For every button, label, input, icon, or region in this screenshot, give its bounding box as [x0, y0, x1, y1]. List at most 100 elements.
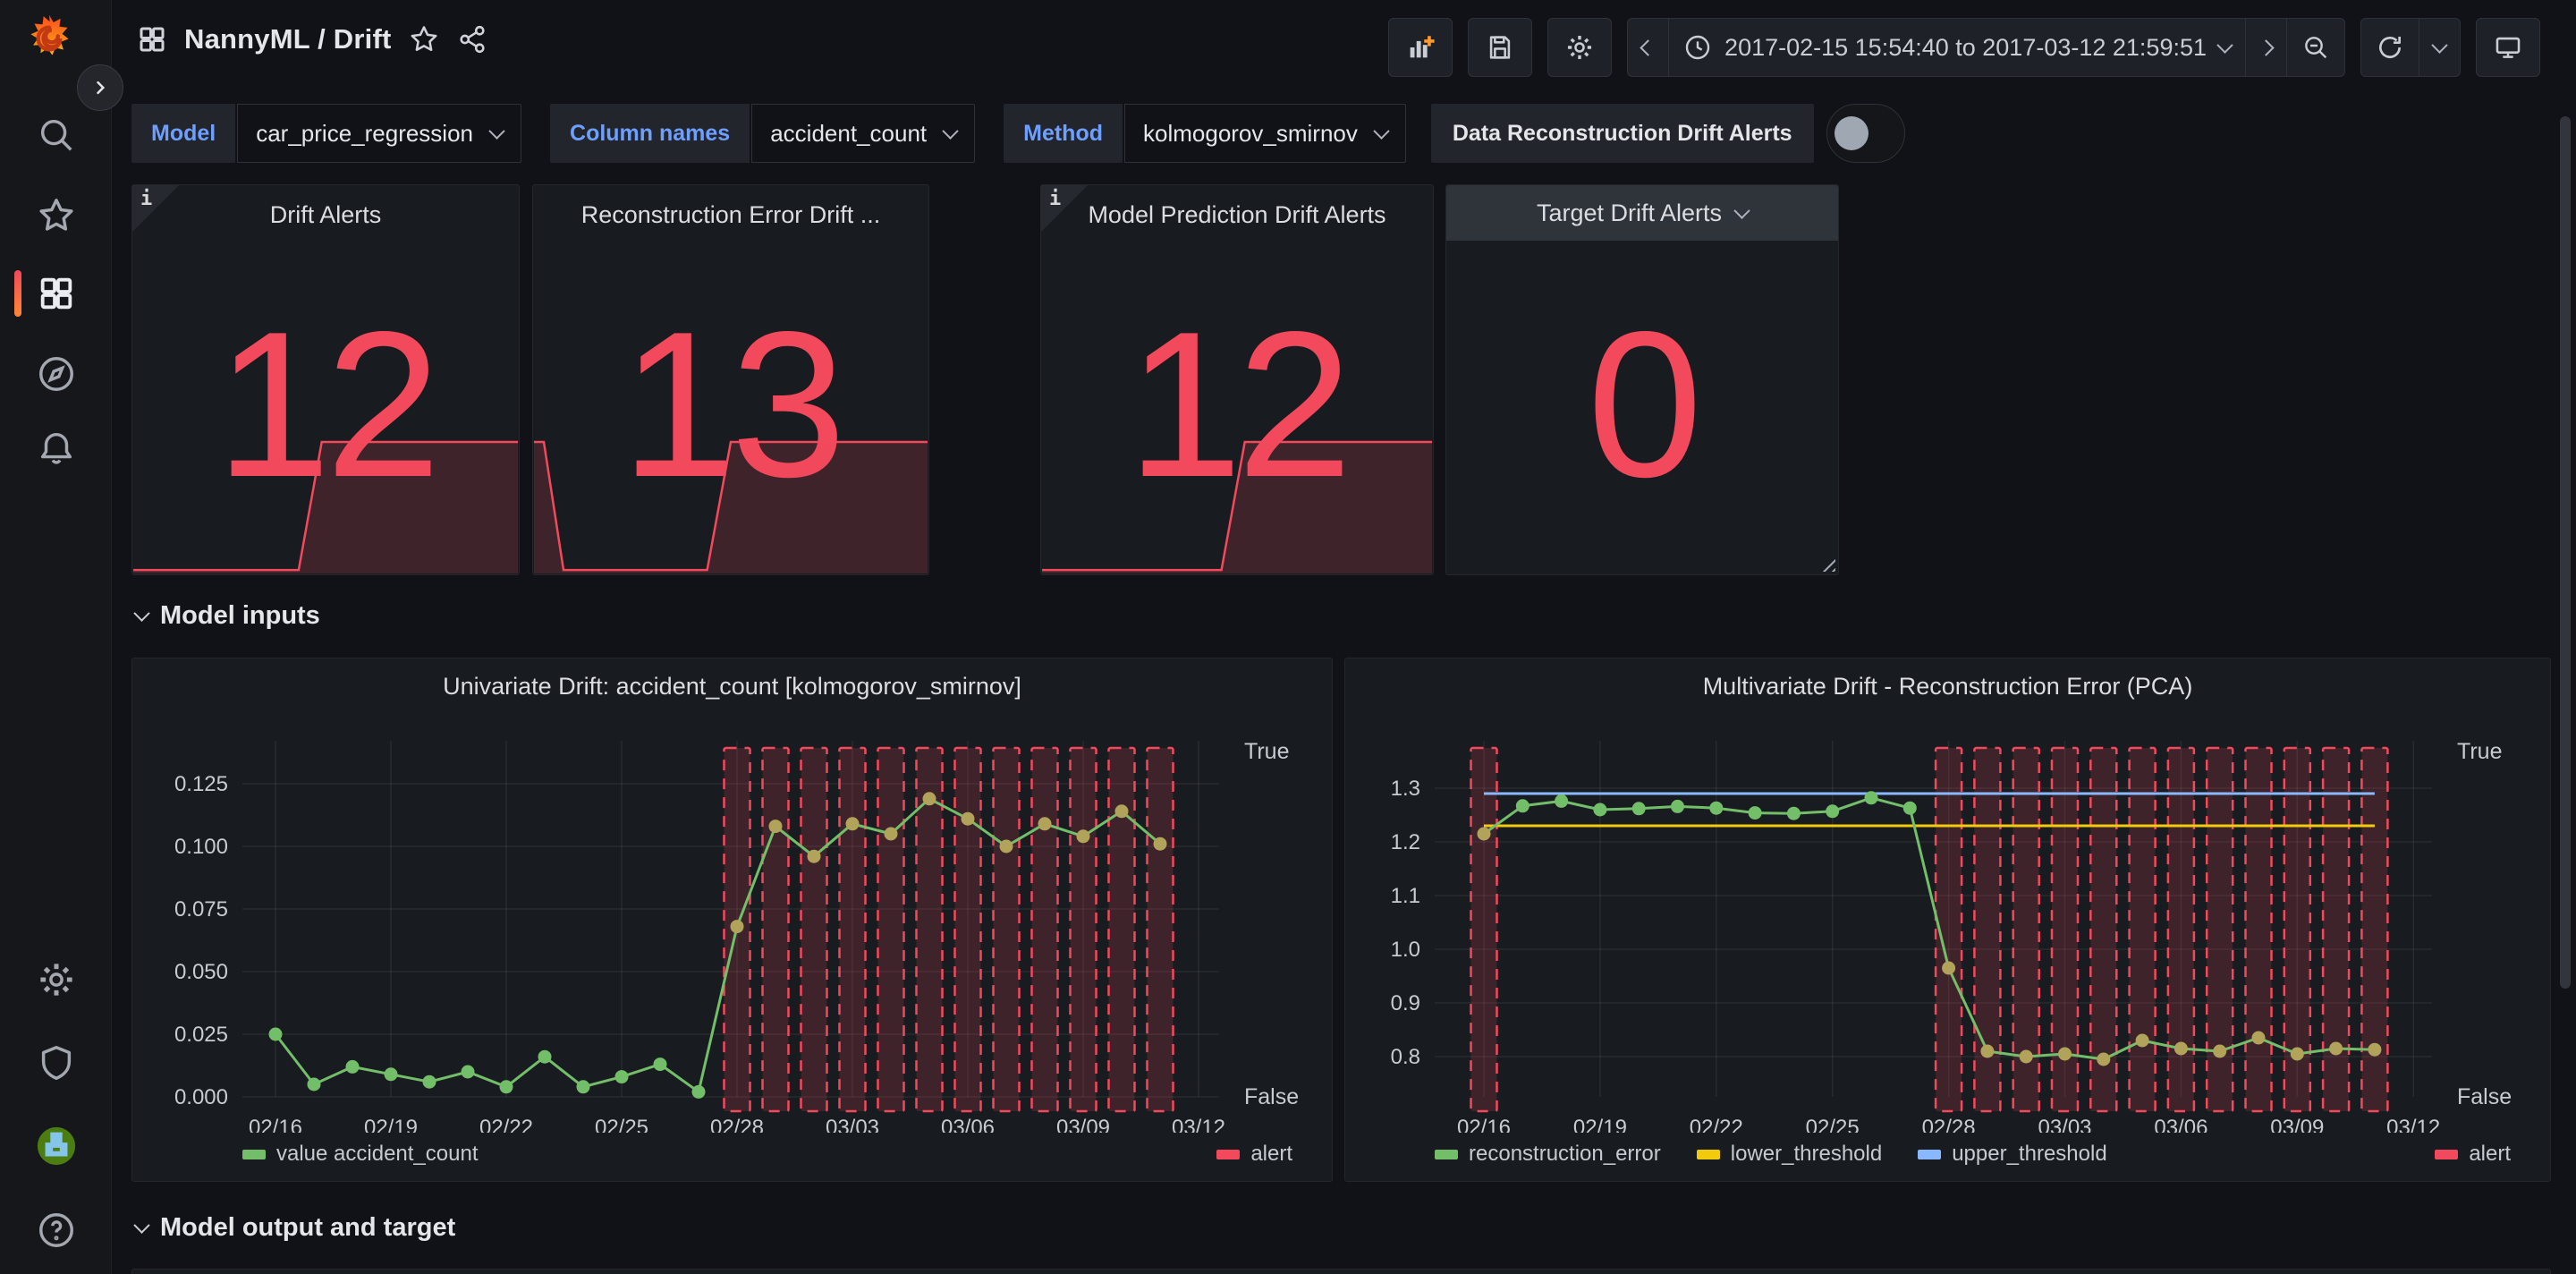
column-variable-value: accident_count — [770, 119, 928, 147]
svg-text:False: False — [2457, 1084, 2512, 1109]
time-shift-back-button[interactable] — [1628, 19, 1670, 76]
refresh-group — [2360, 18, 2461, 77]
legend-item[interactable]: reconstruction_error — [1435, 1142, 1661, 1167]
svg-text:0.100: 0.100 — [174, 835, 228, 859]
stat-panel-model-prediction-drift-alerts: i Model Prediction Drift Alerts 12 — [1040, 184, 1434, 575]
svg-text:02/16: 02/16 — [249, 1116, 302, 1133]
page-title[interactable]: NannyML / Drift — [184, 23, 392, 55]
chevron-down-icon — [942, 122, 959, 140]
chevron-down-icon — [1373, 122, 1390, 140]
panel-title[interactable]: Model Prediction Drift Alerts — [1088, 201, 1386, 228]
toolbar: 2017-02-15 15:54:40 to 2017-03-12 21:59:… — [1388, 18, 2540, 77]
svg-text:03/12: 03/12 — [2386, 1116, 2440, 1133]
chevron-down-icon — [1733, 201, 1750, 219]
dashboard-variables: Model car_price_regression Column names … — [131, 104, 1905, 163]
alerting-bell-icon[interactable] — [0, 428, 112, 469]
help-icon[interactable] — [0, 1210, 112, 1251]
model-variable-dropdown[interactable]: car_price_regression — [237, 104, 522, 163]
svg-text:False: False — [1244, 1084, 1299, 1109]
legend-item-alert[interactable]: alert — [1216, 1142, 1292, 1167]
dashboard-settings-button[interactable] — [1547, 18, 1613, 77]
svg-text:02/28: 02/28 — [1922, 1116, 1976, 1133]
dashboards-icon[interactable] — [0, 273, 112, 314]
time-picker-group: 2017-02-15 15:54:40 to 2017-03-12 21:59:… — [1627, 18, 2345, 77]
panel-title[interactable]: Multivariate Drift - Reconstruction Erro… — [1702, 673, 2193, 700]
grafana-logo-icon[interactable] — [23, 13, 75, 64]
share-icon[interactable] — [456, 23, 488, 55]
panel-info-corner[interactable] — [132, 185, 179, 232]
star-icon[interactable] — [408, 23, 440, 55]
stat-sparkline — [534, 440, 928, 573]
legend-swatch — [242, 1149, 266, 1159]
page-scrollbar[interactable] — [2560, 116, 2571, 989]
toggle-knob — [1834, 116, 1868, 150]
svg-text:02/19: 02/19 — [1573, 1116, 1627, 1133]
legend-item[interactable]: upper_threshold — [1918, 1142, 2107, 1167]
svg-text:02/25: 02/25 — [595, 1116, 648, 1133]
column-variable-dropdown[interactable]: accident_count — [751, 104, 976, 163]
configuration-gear-icon[interactable] — [0, 959, 112, 1000]
chevron-down-icon — [2216, 36, 2233, 54]
svg-text:0.8: 0.8 — [1391, 1045, 1420, 1069]
data-reconstruction-toggle[interactable] — [1826, 104, 1905, 163]
panel-title[interactable]: Univariate Drift: accident_count [kolmog… — [443, 673, 1021, 700]
svg-text:1.3: 1.3 — [1391, 777, 1420, 801]
add-panel-button[interactable] — [1388, 18, 1453, 77]
chart-legend: value accident_count alert — [132, 1142, 1332, 1167]
multivariate-drift-chart[interactable]: 0.8 0.9 1.0 1.1 1.2 1.3 02/16 02/19 02/22 02/25 02… — [1345, 658, 2552, 1133]
row-title: Model output and target — [160, 1213, 456, 1242]
server-admin-shield-icon[interactable] — [0, 1042, 112, 1083]
panel-resize-handle[interactable] — [1820, 556, 1835, 572]
refresh-button[interactable] — [2361, 19, 2419, 76]
zoom-out-time-button[interactable] — [2287, 19, 2344, 76]
svg-text:02/28: 02/28 — [710, 1116, 764, 1133]
svg-text:1.0: 1.0 — [1391, 938, 1420, 962]
legend-item[interactable]: value accident_count — [242, 1142, 479, 1167]
model-variable-label: Model — [131, 104, 236, 163]
svg-text:True: True — [2457, 739, 2502, 764]
search-icon[interactable] — [0, 115, 112, 156]
univariate-drift-chart[interactable]: 0.000 0.025 0.050 0.075 0.100 0.125 02/16 02/19… — [132, 658, 1334, 1133]
legend-item-alert[interactable]: alert — [2435, 1142, 2511, 1167]
active-section-indicator — [14, 270, 21, 317]
row-model-inputs[interactable]: Model inputs — [133, 601, 320, 631]
info-icon[interactable]: i — [140, 188, 153, 210]
svg-text:03/09: 03/09 — [1056, 1116, 1110, 1133]
panel-title[interactable]: Drift Alerts — [269, 201, 382, 228]
method-variable-dropdown[interactable]: kolmogorov_smirnov — [1124, 104, 1406, 163]
method-variable-value: kolmogorov_smirnov — [1143, 119, 1358, 147]
svg-text:0.125: 0.125 — [174, 772, 228, 796]
sidebar-expand-button[interactable] — [77, 64, 123, 111]
svg-text:02/25: 02/25 — [1806, 1116, 1860, 1133]
panel-info-corner[interactable] — [1041, 185, 1088, 232]
legend-swatch — [1918, 1149, 1942, 1159]
panel-header-menu[interactable]: Target Drift Alerts — [1446, 185, 1838, 241]
clock-icon — [1685, 35, 1710, 60]
save-dashboard-button[interactable] — [1468, 18, 1533, 77]
stat-panel-target-drift-alerts: Target Drift Alerts 0 — [1445, 184, 1839, 575]
row-model-output-and-target[interactable]: Model output and target — [133, 1213, 456, 1243]
sidebar — [0, 0, 112, 1274]
stat-value: 12 — [215, 288, 441, 521]
stat-sparkline — [133, 440, 518, 573]
svg-text:02/19: 02/19 — [364, 1116, 418, 1133]
info-icon[interactable]: i — [1049, 188, 1062, 210]
starred-dashboards-icon[interactable] — [0, 195, 112, 236]
explore-compass-icon[interactable] — [0, 353, 112, 395]
svg-text:0.025: 0.025 — [174, 1023, 228, 1047]
user-avatar[interactable] — [0, 1125, 112, 1167]
data-reconstruction-toggle-label: Data Reconstruction Drift Alerts — [1430, 104, 1814, 163]
svg-text:02/22: 02/22 — [1690, 1116, 1743, 1133]
svg-text:03/03: 03/03 — [2038, 1116, 2091, 1133]
refresh-interval-dropdown[interactable] — [2419, 19, 2460, 76]
cycle-view-mode-button[interactable] — [2476, 18, 2540, 77]
univariate-drift-chart-panel: Univariate Drift: accident_count [kolmog… — [131, 658, 1333, 1182]
time-range-picker[interactable]: 2017-02-15 15:54:40 to 2017-03-12 21:59:… — [1669, 19, 2246, 76]
panel-title[interactable]: Reconstruction Error Drift ... — [580, 201, 881, 228]
svg-text:03/06: 03/06 — [2154, 1116, 2207, 1133]
legend-item[interactable]: lower_threshold — [1696, 1142, 1882, 1167]
time-shift-forward-button[interactable] — [2246, 19, 2287, 76]
panel-title: Target Drift Alerts — [1536, 199, 1723, 226]
svg-text:0.9: 0.9 — [1391, 991, 1420, 1015]
stat-value: 0 — [1587, 288, 1702, 521]
